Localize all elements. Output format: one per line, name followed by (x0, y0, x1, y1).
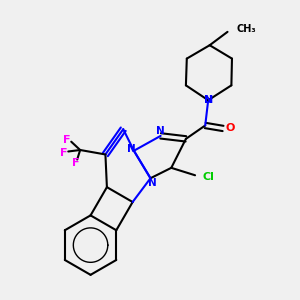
Text: O: O (226, 124, 235, 134)
Text: N: N (127, 144, 135, 154)
Text: N: N (156, 126, 165, 136)
Text: F: F (60, 148, 68, 158)
Text: N: N (204, 95, 213, 105)
Text: F: F (72, 158, 80, 168)
Text: Cl: Cl (202, 172, 214, 182)
Text: N: N (204, 95, 213, 105)
Text: N: N (148, 178, 156, 188)
Text: CH₃: CH₃ (236, 24, 256, 34)
Text: F: F (63, 135, 70, 145)
